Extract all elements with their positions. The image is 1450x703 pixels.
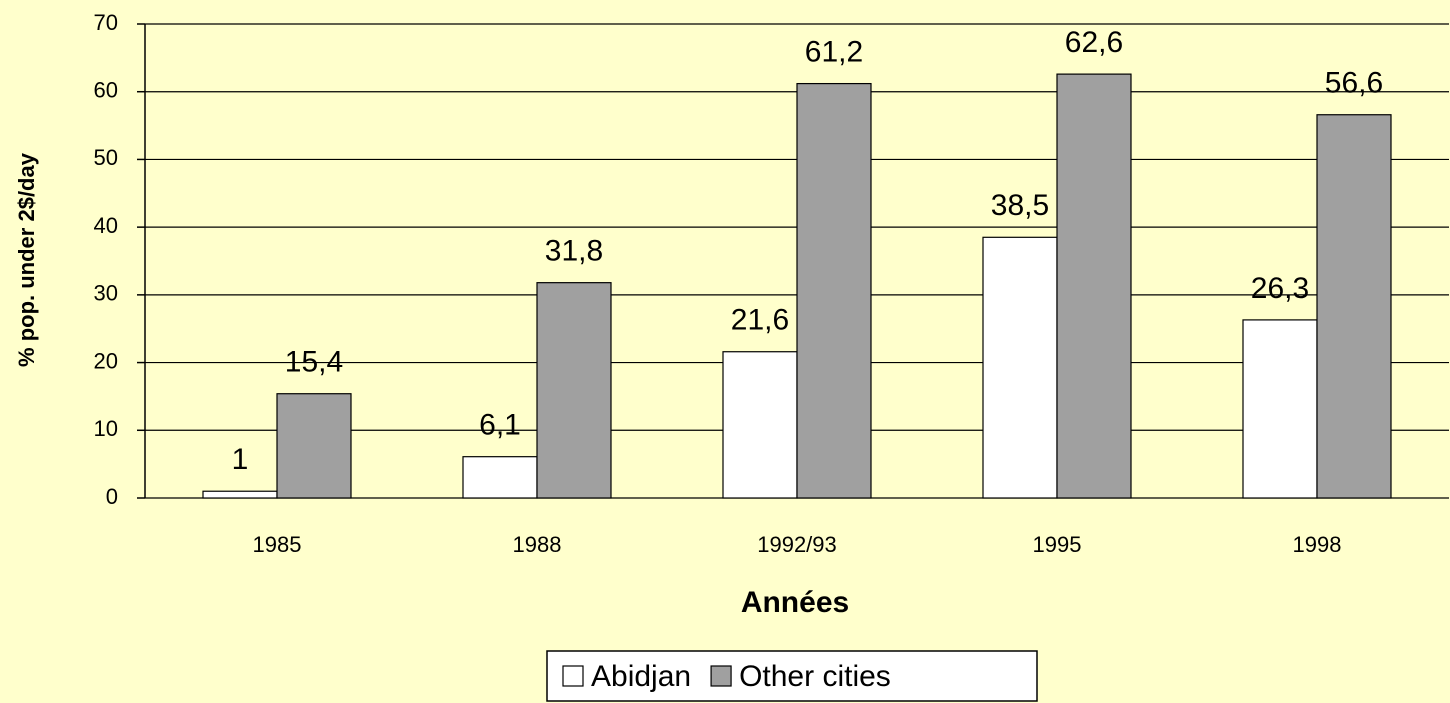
data-label: 31,8 (545, 235, 603, 268)
data-label: 1 (232, 443, 249, 476)
bar (276, 393, 352, 499)
bar (796, 82, 872, 499)
bar (536, 282, 612, 499)
legend-label: Other cities (739, 660, 891, 693)
x-tick-label: 1998 (1293, 532, 1342, 557)
y-tick-label: 70 (94, 10, 118, 35)
legend: Abidjan Other cities (546, 650, 1038, 702)
bar (722, 351, 798, 499)
data-label: 61,2 (805, 36, 863, 69)
data-label: 62,6 (1065, 26, 1123, 59)
y-tick-label: 0 (106, 484, 118, 509)
legend-swatch (562, 665, 584, 687)
y-tick-label: 30 (94, 281, 118, 306)
data-label: 15,4 (285, 346, 343, 379)
x-tick-label: 1992/93 (757, 532, 837, 557)
y-tick-label: 60 (94, 78, 118, 103)
legend-label: Abidjan (591, 660, 691, 693)
data-label: 21,6 (731, 304, 789, 337)
data-label: 56,6 (1325, 67, 1383, 100)
bar (1316, 114, 1392, 499)
x-tick-label: 1985 (253, 532, 302, 557)
x-tick-label: 1995 (1033, 532, 1082, 557)
data-label: 6,1 (479, 409, 521, 442)
bar (1242, 319, 1318, 499)
y-tick-label: 40 (94, 213, 118, 238)
x-axis-label: Années (741, 586, 849, 619)
y-axis-label: % pop. under 2$/day (14, 152, 39, 367)
bar (982, 236, 1058, 499)
y-tick-label: 10 (94, 416, 118, 441)
y-tick-label: 20 (94, 348, 118, 373)
x-tick-label: 1988 (513, 532, 562, 557)
data-label: 26,3 (1251, 272, 1309, 305)
bar (1056, 73, 1132, 499)
data-label: 38,5 (991, 189, 1049, 222)
legend-box (546, 650, 1038, 702)
bar (462, 456, 538, 499)
legend-swatch (710, 665, 732, 687)
bar (202, 490, 278, 499)
y-tick-label: 50 (94, 145, 118, 170)
